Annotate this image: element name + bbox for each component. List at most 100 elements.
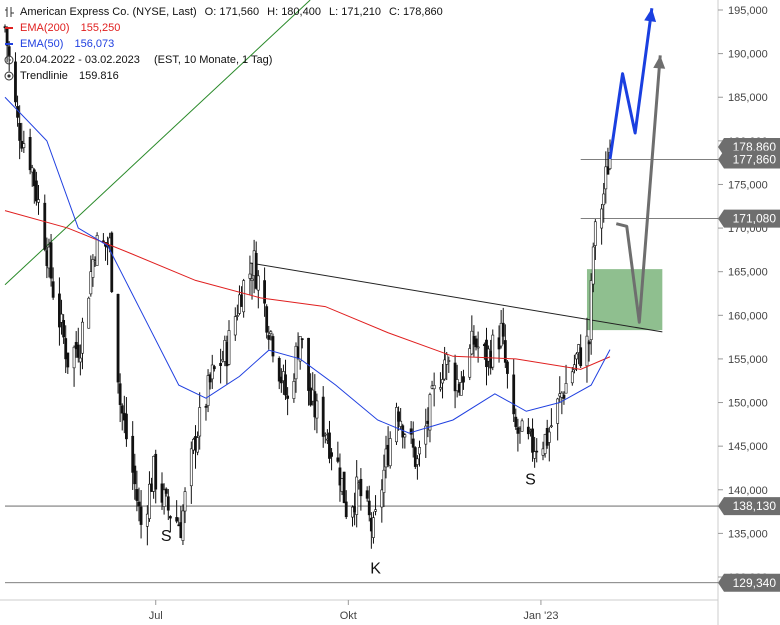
candle (43, 194, 47, 252)
candle (453, 354, 457, 409)
level-flag: 129,340 (718, 573, 780, 592)
candle (512, 359, 516, 422)
candle (233, 307, 237, 341)
annotations: S K S (161, 472, 536, 578)
legend-ema200-label: EMA(200) (20, 22, 70, 34)
candle (338, 453, 342, 502)
legend-c-label: C: (388, 6, 400, 18)
horizontal-levels (5, 159, 718, 584)
candle (388, 431, 392, 469)
x-axis: Jul Okt Jan '23 (149, 600, 558, 622)
candle (606, 147, 610, 175)
legend-ema50-row: EMA(50) 156,073 (4, 36, 443, 52)
y-tick-label: 175,000 (728, 179, 768, 191)
candle (342, 471, 346, 504)
candle (49, 234, 53, 287)
candle (101, 233, 105, 244)
candle (459, 371, 463, 396)
candle (198, 392, 202, 450)
candle (372, 511, 375, 544)
y-tick-label: 195,000 (728, 5, 768, 17)
candle (443, 346, 447, 381)
candle (133, 453, 137, 500)
ema50-line (4, 96, 611, 434)
candle (131, 421, 135, 490)
candle (271, 333, 275, 363)
candle (254, 241, 258, 290)
projection-grey-arrow (615, 55, 666, 324)
candle (506, 360, 509, 389)
candle (60, 299, 63, 335)
candle (428, 392, 432, 443)
candle (78, 344, 82, 376)
candle (413, 446, 417, 469)
candle (516, 418, 520, 452)
candle (294, 342, 298, 393)
candle (359, 468, 363, 511)
candle (206, 369, 210, 413)
candle (321, 386, 325, 448)
legend-o-label: O: (204, 6, 217, 18)
candle (447, 356, 451, 373)
candle (491, 329, 495, 371)
legend-trend-row: Trendlinie 159.816 (4, 68, 443, 84)
candle (58, 277, 61, 346)
candle (470, 315, 474, 356)
candle (399, 408, 403, 430)
candle (22, 130, 26, 153)
candle (64, 325, 68, 374)
candle (403, 433, 407, 449)
candle (474, 335, 478, 351)
candle (181, 504, 185, 546)
candle (66, 352, 70, 374)
svg-text:138,130: 138,130 (733, 499, 777, 513)
candle (367, 485, 371, 522)
candle (125, 397, 128, 447)
candle (501, 307, 505, 345)
candle (87, 296, 91, 329)
candle (579, 334, 583, 368)
candle (416, 455, 419, 480)
candle (374, 495, 377, 516)
candle (298, 336, 302, 370)
candle (95, 232, 99, 266)
legend-ema200-row: EMA(200) 155,250 (4, 20, 443, 36)
projections (608, 8, 666, 324)
y-tick-label: 185,000 (728, 92, 768, 104)
candle (549, 408, 553, 429)
y-tick-label: 155,000 (728, 354, 768, 366)
legend: American Express Co. (NYSE, Last) O: 171… (4, 4, 443, 84)
candle (277, 356, 281, 390)
y-tick-label: 150,000 (728, 398, 768, 410)
candle (286, 387, 290, 416)
grid (0, 0, 719, 625)
legend-symbol: American Express Co. (NYSE, Last) (20, 6, 197, 18)
candle (62, 314, 66, 344)
legend-symbol-row: American Express Co. (NYSE, Last) O: 171… (4, 4, 443, 20)
candle (424, 408, 428, 458)
candle (37, 184, 40, 215)
candle (336, 441, 340, 464)
candle (411, 421, 415, 458)
ema50-swatch-icon (4, 39, 14, 49)
candle (72, 345, 76, 387)
legend-ema200-value: 155,250 (80, 22, 121, 34)
candle (380, 479, 384, 523)
candle (585, 317, 589, 383)
candle (219, 348, 223, 384)
y-tick-label: 135,000 (728, 528, 768, 540)
candle (600, 203, 604, 245)
candle (564, 364, 568, 394)
candle (248, 255, 252, 296)
candle (210, 354, 214, 389)
candle (547, 426, 551, 462)
candle (137, 487, 141, 522)
pattern-label: S (525, 472, 536, 489)
candle (535, 438, 539, 463)
candle (468, 344, 472, 381)
candle (526, 418, 530, 440)
x-tick-label: Okt (340, 610, 357, 622)
candle (204, 403, 208, 421)
candle (183, 487, 187, 524)
